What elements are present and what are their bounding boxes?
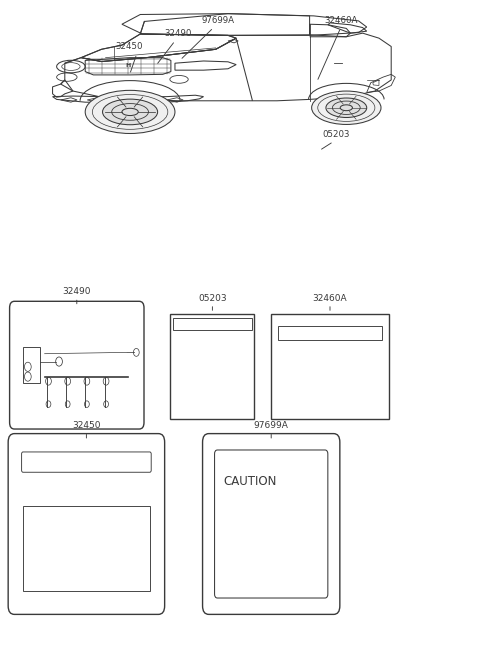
Bar [173, 318, 252, 329]
Text: 32450: 32450 [72, 421, 101, 430]
Text: 32450: 32450 [116, 42, 144, 51]
Text: 32460A: 32460A [312, 293, 348, 303]
Text: H: H [125, 64, 131, 69]
Text: 32460A: 32460A [324, 16, 358, 25]
Bar [271, 314, 389, 419]
Text: 97699A: 97699A [202, 16, 235, 25]
Text: 32490: 32490 [164, 29, 192, 38]
Text: CAUTION: CAUTION [223, 475, 276, 488]
Bar [170, 314, 254, 419]
Text: 97699A: 97699A [254, 421, 288, 430]
Text: 05203: 05203 [322, 130, 350, 139]
Ellipse shape [312, 91, 381, 124]
Text: 32490: 32490 [62, 287, 91, 296]
Ellipse shape [103, 99, 157, 124]
Bar [278, 326, 382, 340]
Text: 05203: 05203 [198, 293, 227, 303]
Bar [23, 347, 40, 383]
Ellipse shape [85, 90, 175, 134]
Ellipse shape [326, 98, 367, 117]
Bar [23, 506, 150, 591]
